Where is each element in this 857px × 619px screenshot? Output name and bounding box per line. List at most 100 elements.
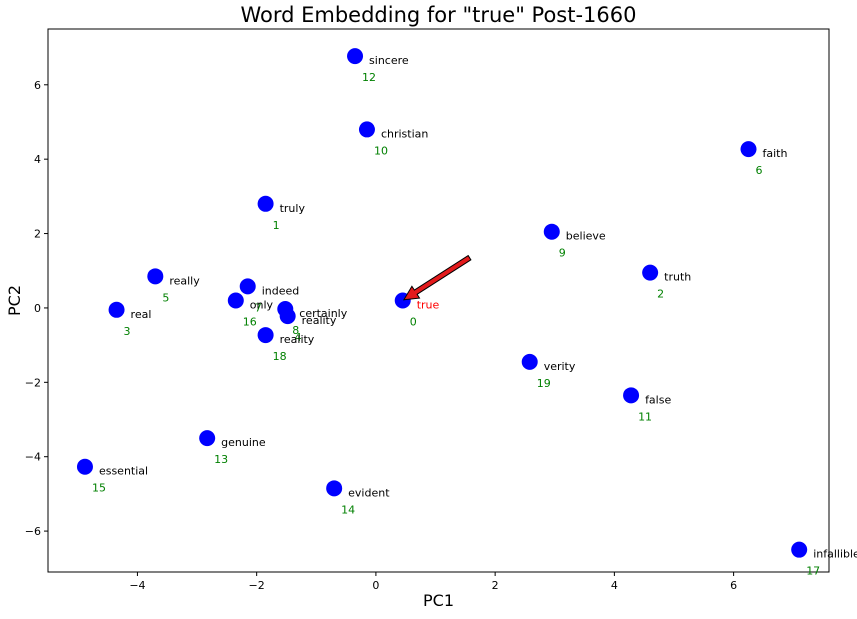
point-index-label: 16 [243, 316, 257, 329]
y-tick-label: 4 [34, 153, 41, 166]
x-tick-label: −4 [129, 579, 145, 592]
point-word-label: false [645, 393, 671, 406]
point-word-label: true [417, 299, 440, 312]
y-tick-label: −2 [25, 376, 41, 389]
point-word-label: faith [763, 147, 788, 160]
point-index-label: 8 [292, 324, 299, 337]
point-word-label: evident [348, 486, 390, 499]
point-marker [642, 264, 659, 281]
point-word-label: truly [280, 202, 306, 215]
point-marker [277, 301, 294, 318]
point-index-label: 2 [657, 288, 664, 301]
point-index-label: 10 [374, 144, 388, 157]
x-tick-label: 0 [372, 579, 379, 592]
point-infallible: infallible 17 [791, 541, 857, 578]
point-index-label: 15 [92, 482, 106, 495]
point-marker [108, 301, 125, 318]
point-word-label: only [250, 299, 274, 312]
point-index-label: 6 [756, 164, 763, 177]
x-tick-label: 6 [730, 579, 737, 592]
point-marker [347, 48, 364, 65]
point-marker [227, 292, 244, 309]
point-word-label: verity [544, 360, 576, 373]
y-tick-label: 2 [34, 228, 41, 241]
point-marker [521, 353, 538, 370]
point-marker [358, 121, 375, 138]
x-tick-label: 4 [611, 579, 618, 592]
point-marker [199, 430, 216, 447]
point-index-label: 12 [362, 71, 376, 84]
y-tick-label: −6 [25, 525, 41, 538]
point-index-label: 9 [559, 247, 566, 260]
point-word-label: essential [99, 465, 148, 478]
point-verity: verity 19 [521, 353, 576, 390]
point-evident: evident 14 [326, 480, 390, 516]
arrow-layer [402, 254, 472, 301]
point-word-label: infallible [813, 548, 857, 561]
x-tick-label: 2 [492, 579, 499, 592]
point-index-label: 7 [255, 301, 262, 314]
x-axis-ticks: −4 −2 0 2 4 6 [129, 572, 737, 592]
point-marker [76, 458, 93, 475]
y-tick-label: 6 [34, 79, 41, 92]
point-reality: reality 18 [257, 327, 315, 363]
point-word-label: christian [381, 127, 428, 140]
point-genuine: genuine 13 [199, 430, 266, 466]
point-index-label: 3 [124, 325, 131, 338]
point-word-label: reality [280, 333, 315, 346]
point-index-label: 17 [806, 565, 820, 578]
point-essential: essential 15 [76, 458, 148, 495]
point-index-label: 4 [295, 331, 302, 344]
point-marker [623, 387, 640, 404]
pointer-arrow [402, 254, 472, 301]
point-word-label: certainly [299, 307, 347, 320]
point-index-label: 11 [638, 410, 652, 423]
point-word-label: real [131, 308, 152, 321]
y-tick-label: 0 [34, 302, 41, 315]
y-tick-label: −4 [25, 451, 41, 464]
x-axis-label: PC1 [423, 591, 454, 610]
y-axis-label: PC2 [5, 285, 24, 316]
point-word-label: truth [664, 271, 691, 284]
point-marker [239, 278, 256, 295]
point-marker [543, 223, 560, 240]
point-index-label: 19 [537, 377, 551, 390]
point-word-label: believe [566, 230, 606, 243]
point-only: only 16 [227, 292, 274, 329]
plot-frame [47, 28, 830, 573]
point-false: false 11 [623, 387, 671, 423]
point-index-label: 5 [162, 291, 169, 304]
point-marker [257, 327, 274, 344]
point-marker [257, 195, 274, 212]
point-index-label: 0 [410, 316, 417, 329]
point-index-label: 14 [341, 503, 355, 516]
y-axis-ticks: −6 −4 −2 0 2 4 6 [25, 79, 48, 538]
point-marker [326, 480, 343, 497]
x-tick-label: −2 [249, 579, 265, 592]
point-word-label: genuine [221, 436, 266, 449]
point-word-label: really [169, 274, 200, 287]
point-marker [791, 541, 808, 558]
point-index-label: 1 [273, 219, 280, 232]
point-marker [147, 268, 164, 285]
point-sincere: sincere 12 [347, 48, 409, 84]
point-word-label: sincere [369, 54, 409, 67]
point-marker [740, 141, 757, 158]
point-index-label: 13 [214, 453, 228, 466]
point-word-label: indeed [262, 284, 300, 297]
chart-title: Word Embedding for "true" Post-1660 [240, 3, 636, 27]
point-word-label: reality [302, 314, 337, 327]
point-christian: christian 10 [358, 121, 428, 157]
point-index-label: 18 [273, 350, 287, 363]
